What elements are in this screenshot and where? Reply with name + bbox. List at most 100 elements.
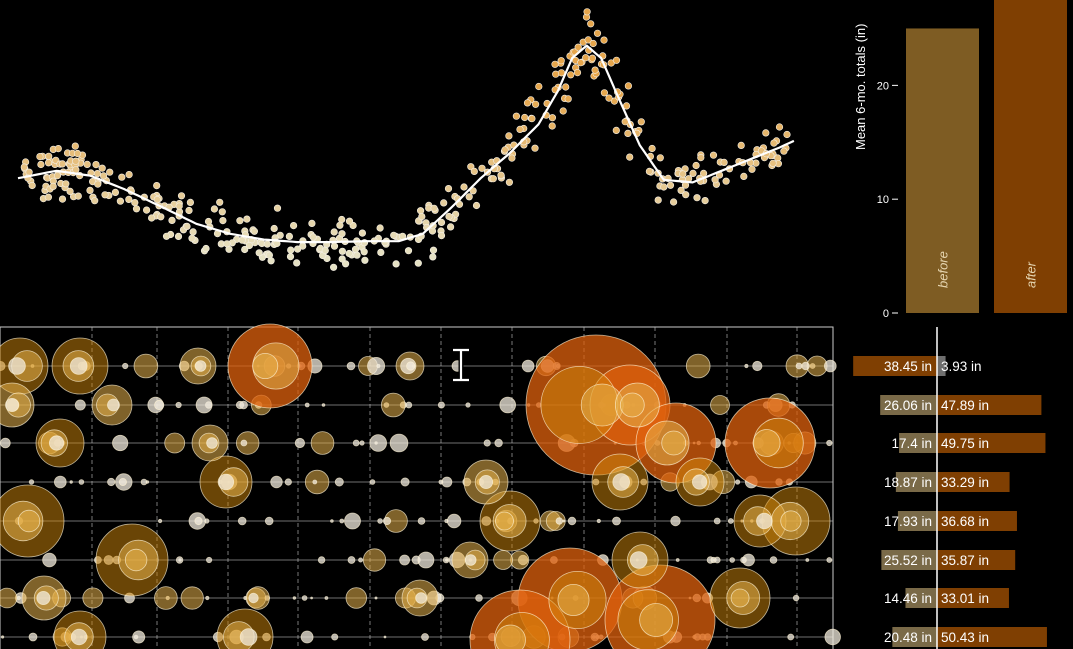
bubble [310, 596, 314, 600]
row-before-label: 17.93 in [884, 514, 932, 529]
bubble [158, 518, 163, 524]
scatter-point [460, 183, 468, 191]
scatter-point [263, 240, 271, 248]
scatter-point [689, 169, 697, 177]
bubble [479, 474, 494, 489]
bubble [217, 473, 235, 491]
bubble [69, 480, 73, 484]
mean-bar-label-before: before [936, 251, 951, 288]
row-after-label: 33.29 in [941, 475, 989, 490]
scatter-point [783, 130, 791, 139]
scatter-point [185, 206, 193, 215]
scatter-point [591, 66, 599, 74]
scatter-point [697, 154, 705, 162]
row-before-bar [899, 433, 937, 453]
scatter-point [470, 167, 478, 175]
bubble [300, 630, 314, 644]
scatter-point [174, 232, 183, 240]
scatter-point [118, 173, 126, 181]
scatter-point [521, 113, 529, 122]
scatter-point [330, 228, 338, 236]
bubble [252, 352, 279, 379]
scatter-point [392, 260, 400, 268]
scatter-point [285, 232, 294, 240]
bubble [826, 439, 833, 447]
row-after-bar [937, 588, 1009, 608]
scatter-point [701, 197, 709, 205]
bubble [710, 395, 730, 415]
scatter-point [612, 126, 620, 134]
bubble [195, 396, 213, 414]
bubble [612, 516, 621, 526]
scatter-point [584, 36, 592, 44]
row-before-bar [905, 588, 937, 608]
bubble [451, 360, 464, 372]
bubble [112, 434, 129, 452]
row-before-bar [880, 395, 937, 415]
scatter-point [98, 164, 106, 172]
bubble [555, 517, 563, 525]
scatter-point [345, 217, 354, 225]
scatter-point [593, 29, 602, 37]
bubble-frame [0, 326, 834, 649]
row-after-bar [937, 550, 1016, 570]
bubble [367, 356, 386, 375]
bubble [675, 558, 680, 562]
bubble [74, 399, 86, 411]
bubble [164, 432, 186, 454]
scatter-point [626, 153, 634, 161]
scatter-point [610, 97, 619, 105]
scatter-point [236, 217, 244, 225]
bubble [483, 439, 491, 447]
bubble [53, 475, 67, 489]
bubble [107, 477, 116, 487]
scatter-point [567, 71, 575, 79]
row-after-label: 35.87 in [941, 553, 989, 568]
scatter-point [624, 129, 632, 137]
scatter-point [535, 82, 543, 91]
scatter-point [223, 240, 231, 248]
scatter-point [290, 222, 298, 230]
bubble [801, 361, 810, 371]
bubble [78, 479, 85, 485]
scatter-point [497, 171, 505, 179]
bubble [133, 353, 159, 379]
scatter-point [551, 60, 559, 68]
bubble [727, 518, 734, 524]
scatter-point [552, 70, 560, 78]
scatter-point [72, 166, 80, 174]
bubble [823, 359, 837, 373]
bubble [175, 556, 184, 564]
scatter-point [669, 198, 678, 206]
scatter-point [44, 193, 53, 201]
bubble [629, 551, 648, 569]
scatter-point [177, 192, 186, 200]
row-after-bar [937, 356, 946, 376]
scatter-point [37, 160, 45, 169]
scatter-point [654, 196, 662, 204]
scatter-point [574, 43, 582, 51]
row-after-label: 36.68 in [941, 514, 989, 529]
bubble [756, 512, 773, 530]
bubble [8, 357, 26, 375]
bubble [239, 628, 258, 646]
bubble [42, 552, 57, 568]
scatter-point [516, 125, 524, 133]
bubble [521, 359, 535, 373]
bubble [639, 603, 673, 637]
bubble-panel [0, 323, 841, 649]
bubble [406, 361, 416, 371]
bubble [69, 357, 88, 375]
scatter-point [243, 215, 251, 223]
scatter-point [693, 194, 701, 202]
bubble [493, 550, 514, 570]
bubble [0, 437, 11, 449]
bubble [510, 550, 530, 570]
scatter-point [358, 229, 367, 237]
scatter-point [143, 206, 151, 214]
scatter-point [20, 163, 28, 171]
scatter-point [202, 244, 210, 253]
bubble [240, 439, 248, 447]
bubble [205, 595, 210, 601]
scatter-point [589, 39, 597, 48]
